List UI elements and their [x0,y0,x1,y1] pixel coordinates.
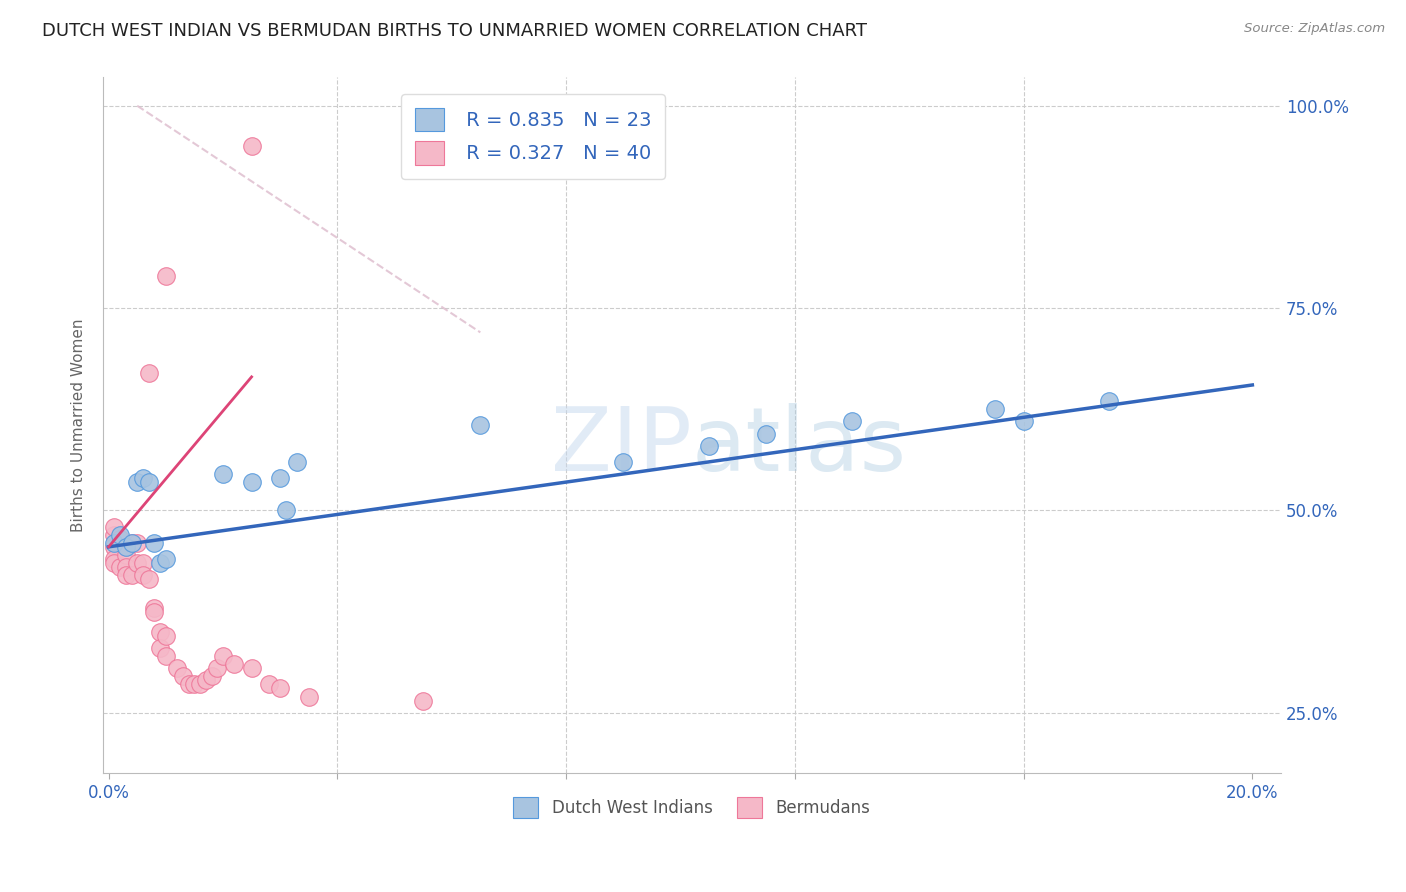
Point [183,677,205,691]
Point [103,519,125,533]
Point [285,455,308,469]
Point [138,572,160,586]
Point [240,475,263,489]
Point [470,418,492,433]
Point [114,548,136,562]
Point [298,690,321,704]
Point [155,649,177,664]
Point [108,527,131,541]
Text: atlas: atlas [692,403,907,490]
Point [212,467,235,481]
Point [108,560,131,574]
Point [240,139,263,153]
Point [103,556,125,570]
Point [697,439,720,453]
Point [149,624,172,639]
Point [103,527,125,541]
Text: DUTCH WEST INDIAN VS BERMUDAN BIRTHS TO UNMARRIED WOMEN CORRELATION CHART: DUTCH WEST INDIAN VS BERMUDAN BIRTHS TO … [42,22,868,40]
Point [138,366,160,380]
Point [207,661,229,675]
Point [121,536,143,550]
Point [212,649,235,664]
Point [240,661,263,675]
Point [1012,414,1035,428]
Point [149,640,172,655]
Point [269,471,291,485]
Point [155,629,177,643]
Point [127,556,149,570]
Text: ZIP: ZIP [551,403,692,490]
Point [257,677,280,691]
Point [155,268,177,283]
Point [132,568,155,582]
Point [132,556,155,570]
Point [149,556,172,570]
Point [108,532,131,546]
Point [755,426,778,441]
Point [269,681,291,696]
Point [114,560,136,574]
Point [984,402,1007,417]
Point [143,600,166,615]
Point [1098,394,1121,409]
Point [143,605,166,619]
Point [103,540,125,554]
Point [103,536,125,550]
Point [143,536,166,550]
Point [188,677,211,691]
Legend: Dutch West Indians, Bermudans: Dutch West Indians, Bermudans [506,790,877,824]
Point [121,568,143,582]
Point [138,475,160,489]
Point [200,669,222,683]
Point [132,471,155,485]
Point [412,693,434,707]
Point [612,455,634,469]
Point [114,568,136,582]
Point [841,414,863,428]
Point [166,661,188,675]
Point [177,677,200,691]
Point [103,552,125,566]
Point [121,536,143,550]
Point [194,673,217,688]
Point [114,540,136,554]
Point [155,552,177,566]
Point [224,657,246,672]
Point [114,540,136,554]
Point [127,536,149,550]
Point [127,475,149,489]
Y-axis label: Births to Unmarried Women: Births to Unmarried Women [72,318,86,533]
Text: Source: ZipAtlas.com: Source: ZipAtlas.com [1244,22,1385,36]
Point [274,503,297,517]
Point [108,532,131,546]
Point [172,669,194,683]
